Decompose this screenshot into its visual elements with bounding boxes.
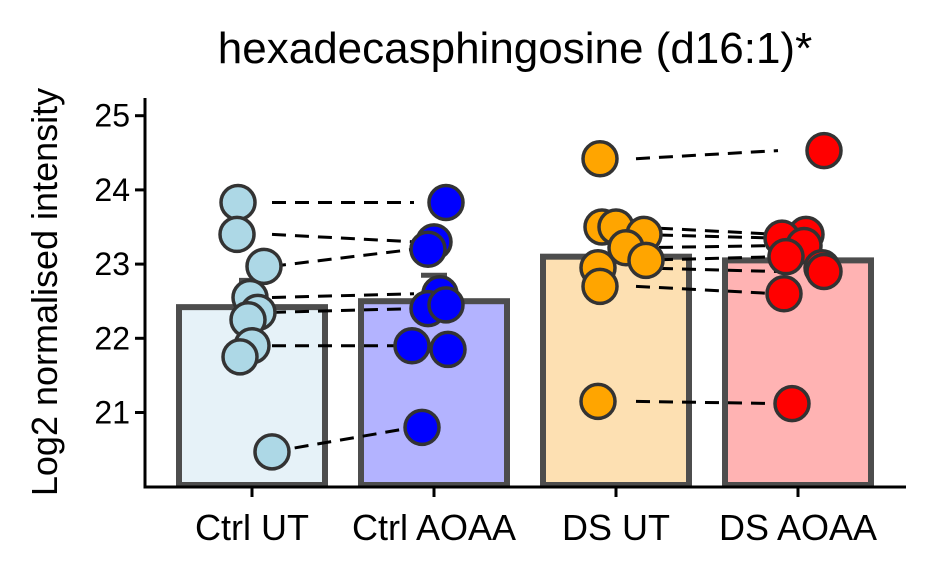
- x-tick-label: Ctrl AOAA: [352, 507, 516, 548]
- data-point: [393, 326, 431, 365]
- y-tick-label: 23: [94, 246, 130, 282]
- data-point: [403, 408, 441, 447]
- y-tick-label: 21: [94, 395, 130, 431]
- data-point: [429, 330, 467, 369]
- pair-line: [635, 244, 779, 250]
- pair-line: [635, 284, 779, 296]
- data-point: [218, 215, 256, 254]
- data-point: [627, 241, 665, 280]
- y-tick-label: 22: [94, 320, 130, 356]
- data-point: [581, 267, 619, 306]
- pair-line: [271, 247, 415, 268]
- pair-line: [271, 425, 415, 454]
- y-axis-label: Log2 normalised intensity: [24, 88, 65, 496]
- data-point: [409, 230, 447, 269]
- chart-title: hexadecasphingosine (d16:1)*: [218, 24, 812, 73]
- data-point: [245, 247, 283, 286]
- data-point: [773, 384, 811, 423]
- pair-line: [635, 399, 779, 406]
- pair-line: [271, 307, 415, 314]
- x-tick-label: Ctrl UT: [195, 507, 309, 548]
- y-tick-label: 24: [94, 172, 130, 208]
- pair-line: [271, 232, 415, 244]
- data-point: [427, 286, 465, 324]
- pair-line: [271, 292, 415, 299]
- y-tick-label: 25: [94, 98, 130, 134]
- data-point: [219, 183, 257, 222]
- pair-line: [635, 149, 779, 161]
- plot-area: 21 22 23 24 25 Ctrl UT Ctrl AOAA DS UT DS AOAA: [94, 98, 906, 548]
- bar-ctrl-aoaa: [358, 298, 510, 489]
- data-point: [427, 183, 465, 222]
- data-point: [765, 275, 803, 313]
- data-point: [221, 338, 259, 376]
- data-point: [253, 433, 291, 471]
- data-point: [579, 382, 617, 421]
- data-point: [581, 139, 619, 178]
- x-tick-label: DS UT: [562, 507, 670, 548]
- data-point: [805, 252, 843, 291]
- data-point: [767, 237, 805, 276]
- data-point: [805, 131, 843, 170]
- x-tick-label: DS AOAA: [719, 507, 877, 548]
